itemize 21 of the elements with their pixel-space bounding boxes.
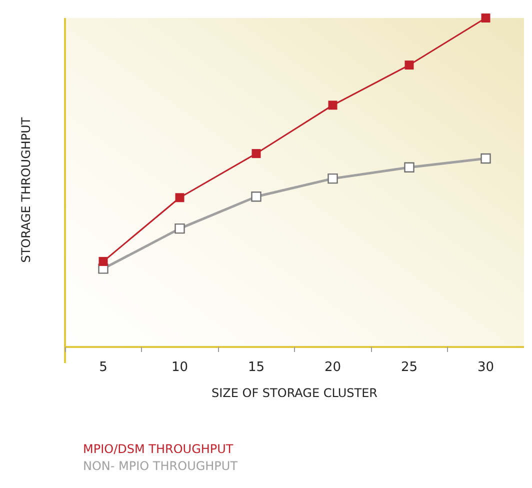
point bbox=[404, 162, 414, 172]
point bbox=[480, 153, 491, 164]
point bbox=[481, 14, 490, 22]
x-tick-label: 15 bbox=[248, 360, 265, 375]
point bbox=[175, 193, 184, 202]
point bbox=[328, 173, 338, 184]
point bbox=[98, 256, 108, 266]
point bbox=[251, 192, 262, 202]
point bbox=[174, 223, 185, 234]
point bbox=[252, 149, 261, 158]
x-axis-title: SIZE OF STORAGE CLUSTER bbox=[212, 386, 378, 400]
x-tick-label: 20 bbox=[324, 360, 342, 375]
text: NON- MPIO THROUGHPUT bbox=[83, 459, 238, 473]
x-tick-label: 30 bbox=[477, 360, 494, 375]
y-axis-title: STORAGE THROUGHPUT bbox=[19, 116, 33, 263]
x-tick-label: 5 bbox=[99, 360, 108, 375]
x-tick-label: 10 bbox=[171, 360, 188, 375]
point bbox=[328, 100, 338, 110]
point bbox=[404, 60, 414, 70]
text: MPIO/DSM THROUGHPUT bbox=[83, 442, 234, 456]
x-tick-label: 25 bbox=[400, 360, 418, 375]
